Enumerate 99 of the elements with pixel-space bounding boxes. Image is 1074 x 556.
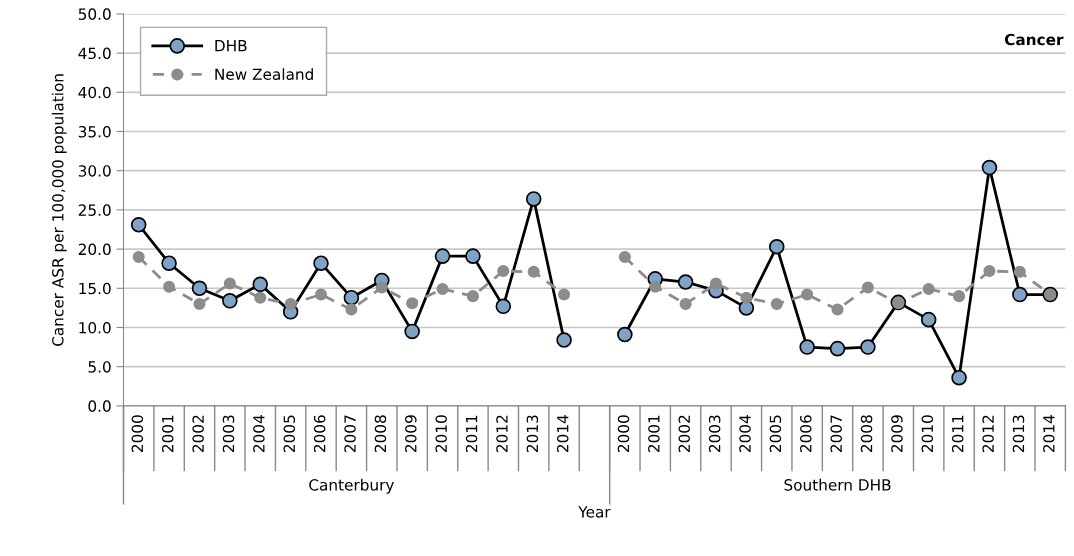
x-tick-label: 2010 <box>435 415 447 452</box>
point <box>860 339 876 355</box>
x-tick-label: 2000 <box>617 415 630 452</box>
point <box>1013 265 1026 278</box>
x-axis-title: Year <box>578 506 611 518</box>
point <box>161 255 177 271</box>
text: Southern DHB <box>784 478 891 491</box>
point <box>709 277 723 290</box>
y-axis-title: Cancer ASR per 100,000 population <box>51 74 67 346</box>
point <box>831 303 844 316</box>
point <box>252 276 269 293</box>
x-tick-label: 2003 <box>222 415 235 452</box>
point <box>558 288 571 301</box>
x-tick-label: 2010 <box>921 415 934 452</box>
point <box>525 191 542 207</box>
x-tick-label: 2001 <box>161 415 174 452</box>
point <box>254 291 267 304</box>
x-tick-label: 2005 <box>769 415 782 452</box>
y-tick-label: 50.0 <box>78 8 111 20</box>
x-tick-label: 2003 <box>708 415 721 452</box>
x-tick-label: 2006 <box>800 415 812 452</box>
x-tick-label: 2004 <box>739 415 751 452</box>
point <box>829 340 846 357</box>
point <box>1012 286 1028 303</box>
point <box>953 290 966 303</box>
point <box>677 274 694 290</box>
x-tick-label: 2011 <box>465 415 478 452</box>
point <box>922 283 935 296</box>
y-tick-label: 25.0 <box>78 204 111 216</box>
point <box>313 255 329 271</box>
x-tick-label: 2014 <box>556 415 569 452</box>
point <box>193 297 206 311</box>
y-tick-label: 10.0 <box>79 321 111 334</box>
x-tick-label: 2009 <box>891 415 903 452</box>
point <box>740 291 753 304</box>
point <box>404 323 420 340</box>
text: Canterbury <box>309 478 394 494</box>
point <box>618 250 631 263</box>
point <box>343 289 360 306</box>
point <box>861 281 874 294</box>
point <box>951 369 967 386</box>
x-tick-label: 2004 <box>253 415 265 452</box>
x-tick-label: 2013 <box>526 415 539 452</box>
point <box>495 298 512 315</box>
point <box>527 265 540 278</box>
y-tick-label: 30.0 <box>78 165 111 177</box>
point <box>801 288 814 301</box>
x-tick-label: 2008 <box>860 415 873 452</box>
point <box>314 288 328 301</box>
point <box>983 264 996 278</box>
point <box>375 281 388 294</box>
point <box>920 311 937 328</box>
y-tick-label: 45.0 <box>78 47 111 60</box>
text: Cancer <box>1004 33 1064 46</box>
x-tick-label: 2012 <box>982 415 994 452</box>
y-tick-label: 15.0 <box>79 282 111 295</box>
point <box>649 280 662 293</box>
y-tick-label: 40.0 <box>78 86 111 99</box>
x-tick-label: 2008 <box>374 415 387 452</box>
x-tick-label: 2009 <box>405 415 417 452</box>
point <box>497 264 510 278</box>
x-tick-label: 2006 <box>313 415 326 452</box>
x-tick-label: 2001 <box>648 415 660 452</box>
x-tick-label: 2005 <box>283 415 296 452</box>
point <box>556 332 572 348</box>
point <box>191 280 208 297</box>
legend-label: New Zealand <box>215 68 313 80</box>
point <box>223 277 236 290</box>
x-tick-label: 2011 <box>951 415 964 452</box>
x-tick-label: 2013 <box>1012 415 1025 452</box>
point <box>466 290 479 303</box>
legend-label: DHB <box>215 40 247 52</box>
point <box>406 297 419 310</box>
point <box>465 248 481 264</box>
y-tick-label: 0.0 <box>88 400 111 412</box>
point <box>799 339 815 355</box>
point <box>770 297 783 311</box>
y-tick-label: 20.0 <box>78 243 111 256</box>
point <box>163 280 176 293</box>
point <box>981 159 998 176</box>
y-tick-label: 5.0 <box>88 361 111 373</box>
point <box>617 326 633 343</box>
x-tick-label: 2012 <box>496 415 508 452</box>
point <box>132 250 145 263</box>
point <box>436 283 449 296</box>
point <box>345 303 358 316</box>
point <box>768 238 785 255</box>
point <box>130 217 147 233</box>
x-tick-label: 2000 <box>131 415 144 452</box>
x-tick-label: 2002 <box>678 415 691 452</box>
point <box>222 293 238 309</box>
x-tick-label: 2014 <box>1043 415 1055 452</box>
x-tick-label: 2002 <box>192 415 204 452</box>
x-tick-label: 2007 <box>344 415 356 452</box>
point <box>679 297 692 311</box>
y-tick-label: 35.0 <box>78 125 111 138</box>
point <box>434 248 451 264</box>
x-tick-label: 2007 <box>830 415 842 452</box>
point <box>284 297 297 311</box>
